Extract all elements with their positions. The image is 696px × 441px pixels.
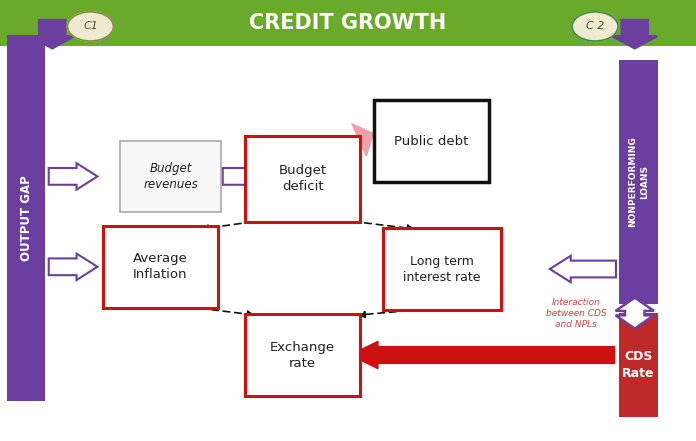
Text: CDS
Rate: CDS Rate [622, 350, 655, 380]
Text: OUTPUT GAP: OUTPUT GAP [19, 176, 33, 261]
Polygon shape [49, 254, 97, 280]
FancyBboxPatch shape [245, 136, 361, 222]
Text: Average
Inflation: Average Inflation [133, 252, 187, 281]
Text: Exchange
rate: Exchange rate [270, 340, 335, 370]
Text: Interaction
between CDS
and NPLs: Interaction between CDS and NPLs [546, 298, 607, 329]
Polygon shape [612, 20, 657, 49]
Polygon shape [29, 20, 74, 49]
FancyBboxPatch shape [619, 60, 658, 304]
Text: C1: C1 [83, 22, 98, 31]
Text: C 2: C 2 [586, 22, 604, 31]
FancyBboxPatch shape [120, 141, 221, 212]
Polygon shape [550, 256, 616, 282]
Text: Long term
interest rate: Long term interest rate [403, 254, 481, 284]
Circle shape [572, 12, 618, 41]
Polygon shape [350, 341, 615, 369]
Polygon shape [616, 298, 654, 329]
Polygon shape [49, 163, 97, 190]
Text: Budget
revenues: Budget revenues [143, 162, 198, 191]
Text: Public debt: Public debt [395, 135, 468, 148]
FancyBboxPatch shape [245, 314, 361, 396]
Text: CREDIT GROWTH: CREDIT GROWTH [249, 13, 447, 33]
Polygon shape [223, 163, 268, 190]
Text: Budget
deficit: Budget deficit [278, 164, 327, 193]
FancyBboxPatch shape [7, 35, 45, 401]
FancyBboxPatch shape [619, 313, 658, 417]
FancyBboxPatch shape [374, 101, 489, 182]
FancyBboxPatch shape [0, 0, 696, 46]
FancyBboxPatch shape [383, 228, 501, 310]
Text: NONPERFORMING
LOANS: NONPERFORMING LOANS [628, 137, 649, 227]
Circle shape [68, 12, 113, 41]
FancyBboxPatch shape [103, 226, 217, 308]
